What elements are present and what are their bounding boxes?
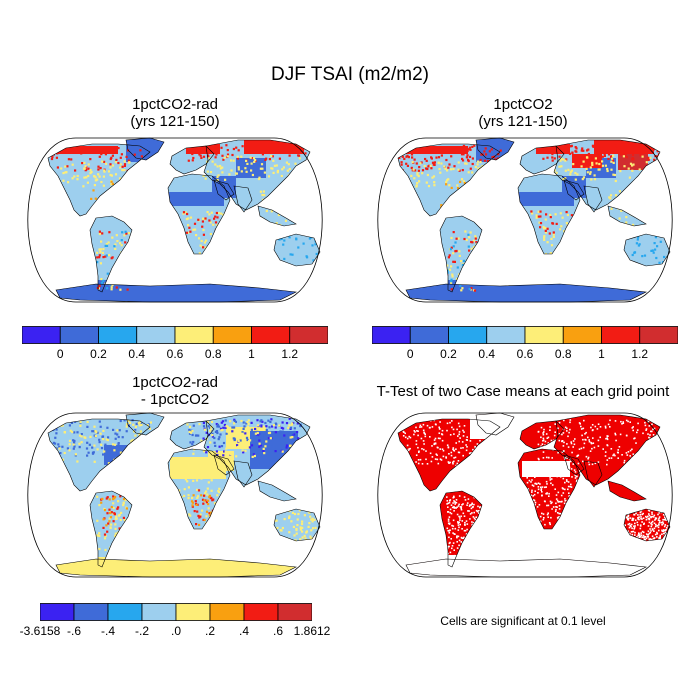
colorbar-tick-label: -.6 xyxy=(66,624,82,638)
map-frame xyxy=(377,137,673,303)
colorbar-tick-label: .2 xyxy=(204,624,216,638)
colorbar-swatch xyxy=(243,603,279,621)
panel-1-title-line2: (yrs 121-150) xyxy=(130,113,220,130)
colorbar-swatch xyxy=(562,326,602,344)
map-frame xyxy=(27,137,323,303)
colorbar-tick-label: 1.2 xyxy=(281,347,299,361)
colorbar-swatch xyxy=(448,326,488,344)
coastlines xyxy=(47,412,321,578)
colorbar-tick-label: 0.6 xyxy=(166,347,184,361)
colorbar-tick-label: 0.2 xyxy=(90,347,107,361)
colorbar-tick-label: -3.6158 xyxy=(19,624,61,638)
panel-2-title-line1: 1pctCO2 xyxy=(493,96,553,113)
panel-3-title: 1pctCO2-rad - 1pctCO2 xyxy=(25,374,325,408)
colorbar-tick-label: 0 xyxy=(406,347,414,361)
land-field xyxy=(48,138,320,302)
colorbar-swatch xyxy=(98,326,138,344)
colorbar-swatch xyxy=(524,326,564,344)
colorbar-swatch xyxy=(277,603,312,621)
map-panel-difference xyxy=(27,412,323,578)
colorbar-panel-2 xyxy=(372,326,678,344)
map-panel-1pctCO2 xyxy=(377,137,673,303)
colorbar-tick-label: 0 xyxy=(56,347,64,361)
colorbar-swatch xyxy=(136,326,176,344)
colorbar-swatch xyxy=(141,603,177,621)
colorbar-swatch xyxy=(59,326,99,344)
coastlines xyxy=(397,137,671,303)
colorbar-tick-label: .4 xyxy=(238,624,250,638)
colorbar-tick-label: -.4 xyxy=(100,624,116,638)
colorbar-tick-label: 1.2 xyxy=(631,347,649,361)
colorbar-panel-1 xyxy=(22,326,328,344)
significance-note: Cells are significant at 0.1 level xyxy=(440,614,606,628)
colorbar-tick-label: 0.4 xyxy=(478,347,496,361)
colorbar-swatch xyxy=(22,326,61,344)
land-field xyxy=(398,413,670,577)
colorbar-swatch xyxy=(73,603,109,621)
panel-3-title-line2: - 1pctCO2 xyxy=(140,391,210,408)
colorbar-panel-3 xyxy=(40,603,312,621)
panel-4-title: T-Test of two Case means at each grid po… xyxy=(352,383,694,400)
panel-2-title: 1pctCO2 (yrs 121-150) xyxy=(373,96,673,130)
panel-4-title-line1: T-Test of two Case means at each grid po… xyxy=(376,383,670,400)
colorbar-tick-label: -.2 xyxy=(134,624,150,638)
panel-2-title-line2: (yrs 121-150) xyxy=(478,113,568,130)
colorbar-tick-label: 0.8 xyxy=(204,347,222,361)
panel-1-title: 1pctCO2-rad (yrs 121-150) xyxy=(25,96,325,130)
colorbar-tick-label: 1 xyxy=(248,347,255,361)
colorbar-swatch xyxy=(251,326,291,344)
coastlines xyxy=(47,137,321,303)
map-frame xyxy=(27,412,323,578)
colorbar-swatch xyxy=(209,603,245,621)
colorbar-swatch xyxy=(639,326,678,344)
colorbar-swatch xyxy=(40,603,75,621)
figure-title: DJF TSAI (m2/m2) xyxy=(271,64,429,85)
colorbar-swatch xyxy=(486,326,526,344)
colorbar-swatch xyxy=(174,326,214,344)
map-panel-ttest xyxy=(377,412,673,578)
colorbar-swatch xyxy=(107,603,143,621)
colorbar-tick-label: 0.8 xyxy=(554,347,572,361)
colorbar-tick-label: 0.2 xyxy=(440,347,457,361)
colorbar-swatch xyxy=(289,326,328,344)
colorbar-swatch xyxy=(212,326,252,344)
colorbar-tick-label: 0.4 xyxy=(128,347,146,361)
colorbar-swatch xyxy=(409,326,449,344)
land-field xyxy=(48,413,320,577)
colorbar-tick-label: 1 xyxy=(598,347,605,361)
colorbar-tick-label: 0.6 xyxy=(516,347,534,361)
map-frame xyxy=(377,412,673,578)
panel-3-title-line1: 1pctCO2-rad xyxy=(132,374,218,391)
colorbar-swatch xyxy=(175,603,211,621)
panel-1-title-line1: 1pctCO2-rad xyxy=(132,96,218,113)
colorbar-tick-label: 1.8612 xyxy=(293,624,331,638)
map-panel-1pctCO2-rad xyxy=(27,137,323,303)
colorbar-tick-label: .6 xyxy=(272,624,284,638)
coastlines xyxy=(397,412,671,578)
colorbar-swatch xyxy=(372,326,411,344)
colorbar-swatch xyxy=(601,326,641,344)
colorbar-tick-label: .0 xyxy=(170,624,182,638)
land-field xyxy=(398,138,670,302)
